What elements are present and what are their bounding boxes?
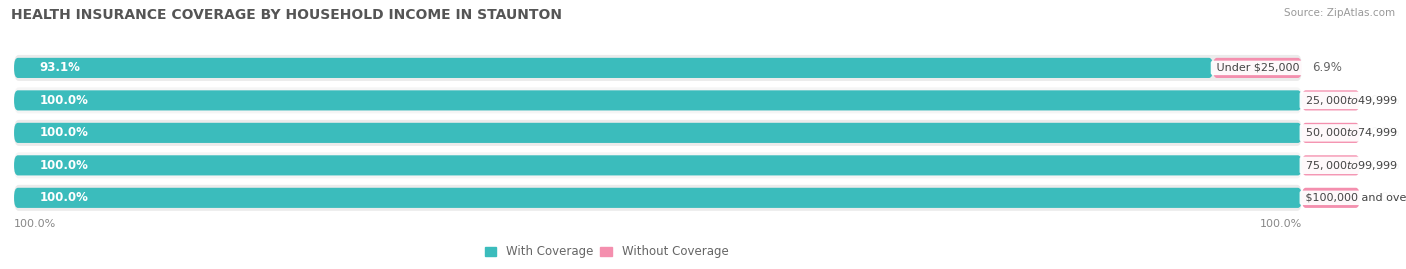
Legend: With Coverage, Without Coverage: With Coverage, Without Coverage [479,240,733,263]
Text: 100.0%: 100.0% [39,126,89,139]
FancyBboxPatch shape [14,87,1302,114]
FancyBboxPatch shape [1302,188,1360,208]
FancyBboxPatch shape [14,55,1302,81]
FancyBboxPatch shape [1213,58,1302,78]
Text: Under $25,000: Under $25,000 [1213,63,1303,73]
Text: $50,000 to $74,999: $50,000 to $74,999 [1302,126,1399,139]
Text: 100.0%: 100.0% [39,159,89,172]
Text: 6.9%: 6.9% [1312,61,1341,75]
Text: 100.0%: 100.0% [14,219,56,229]
FancyBboxPatch shape [14,58,1213,78]
FancyBboxPatch shape [14,185,1302,211]
FancyBboxPatch shape [1302,123,1360,143]
FancyBboxPatch shape [14,155,1302,175]
Text: 0.0%: 0.0% [1369,94,1400,107]
Text: 0.0%: 0.0% [1369,191,1400,204]
Text: 100.0%: 100.0% [1260,219,1302,229]
FancyBboxPatch shape [1302,155,1360,175]
Text: 0.0%: 0.0% [1369,159,1400,172]
Text: 0.0%: 0.0% [1369,126,1400,139]
FancyBboxPatch shape [1302,90,1360,111]
FancyBboxPatch shape [14,188,1302,208]
FancyBboxPatch shape [14,120,1302,146]
Text: Source: ZipAtlas.com: Source: ZipAtlas.com [1284,8,1395,18]
Text: 100.0%: 100.0% [39,191,89,204]
Text: $100,000 and over: $100,000 and over [1302,193,1406,203]
FancyBboxPatch shape [14,152,1302,178]
Text: $75,000 to $99,999: $75,000 to $99,999 [1302,159,1399,172]
Text: 100.0%: 100.0% [39,94,89,107]
Text: HEALTH INSURANCE COVERAGE BY HOUSEHOLD INCOME IN STAUNTON: HEALTH INSURANCE COVERAGE BY HOUSEHOLD I… [11,8,562,22]
FancyBboxPatch shape [14,90,1302,111]
Text: 93.1%: 93.1% [39,61,80,75]
FancyBboxPatch shape [14,123,1302,143]
Text: $25,000 to $49,999: $25,000 to $49,999 [1302,94,1399,107]
